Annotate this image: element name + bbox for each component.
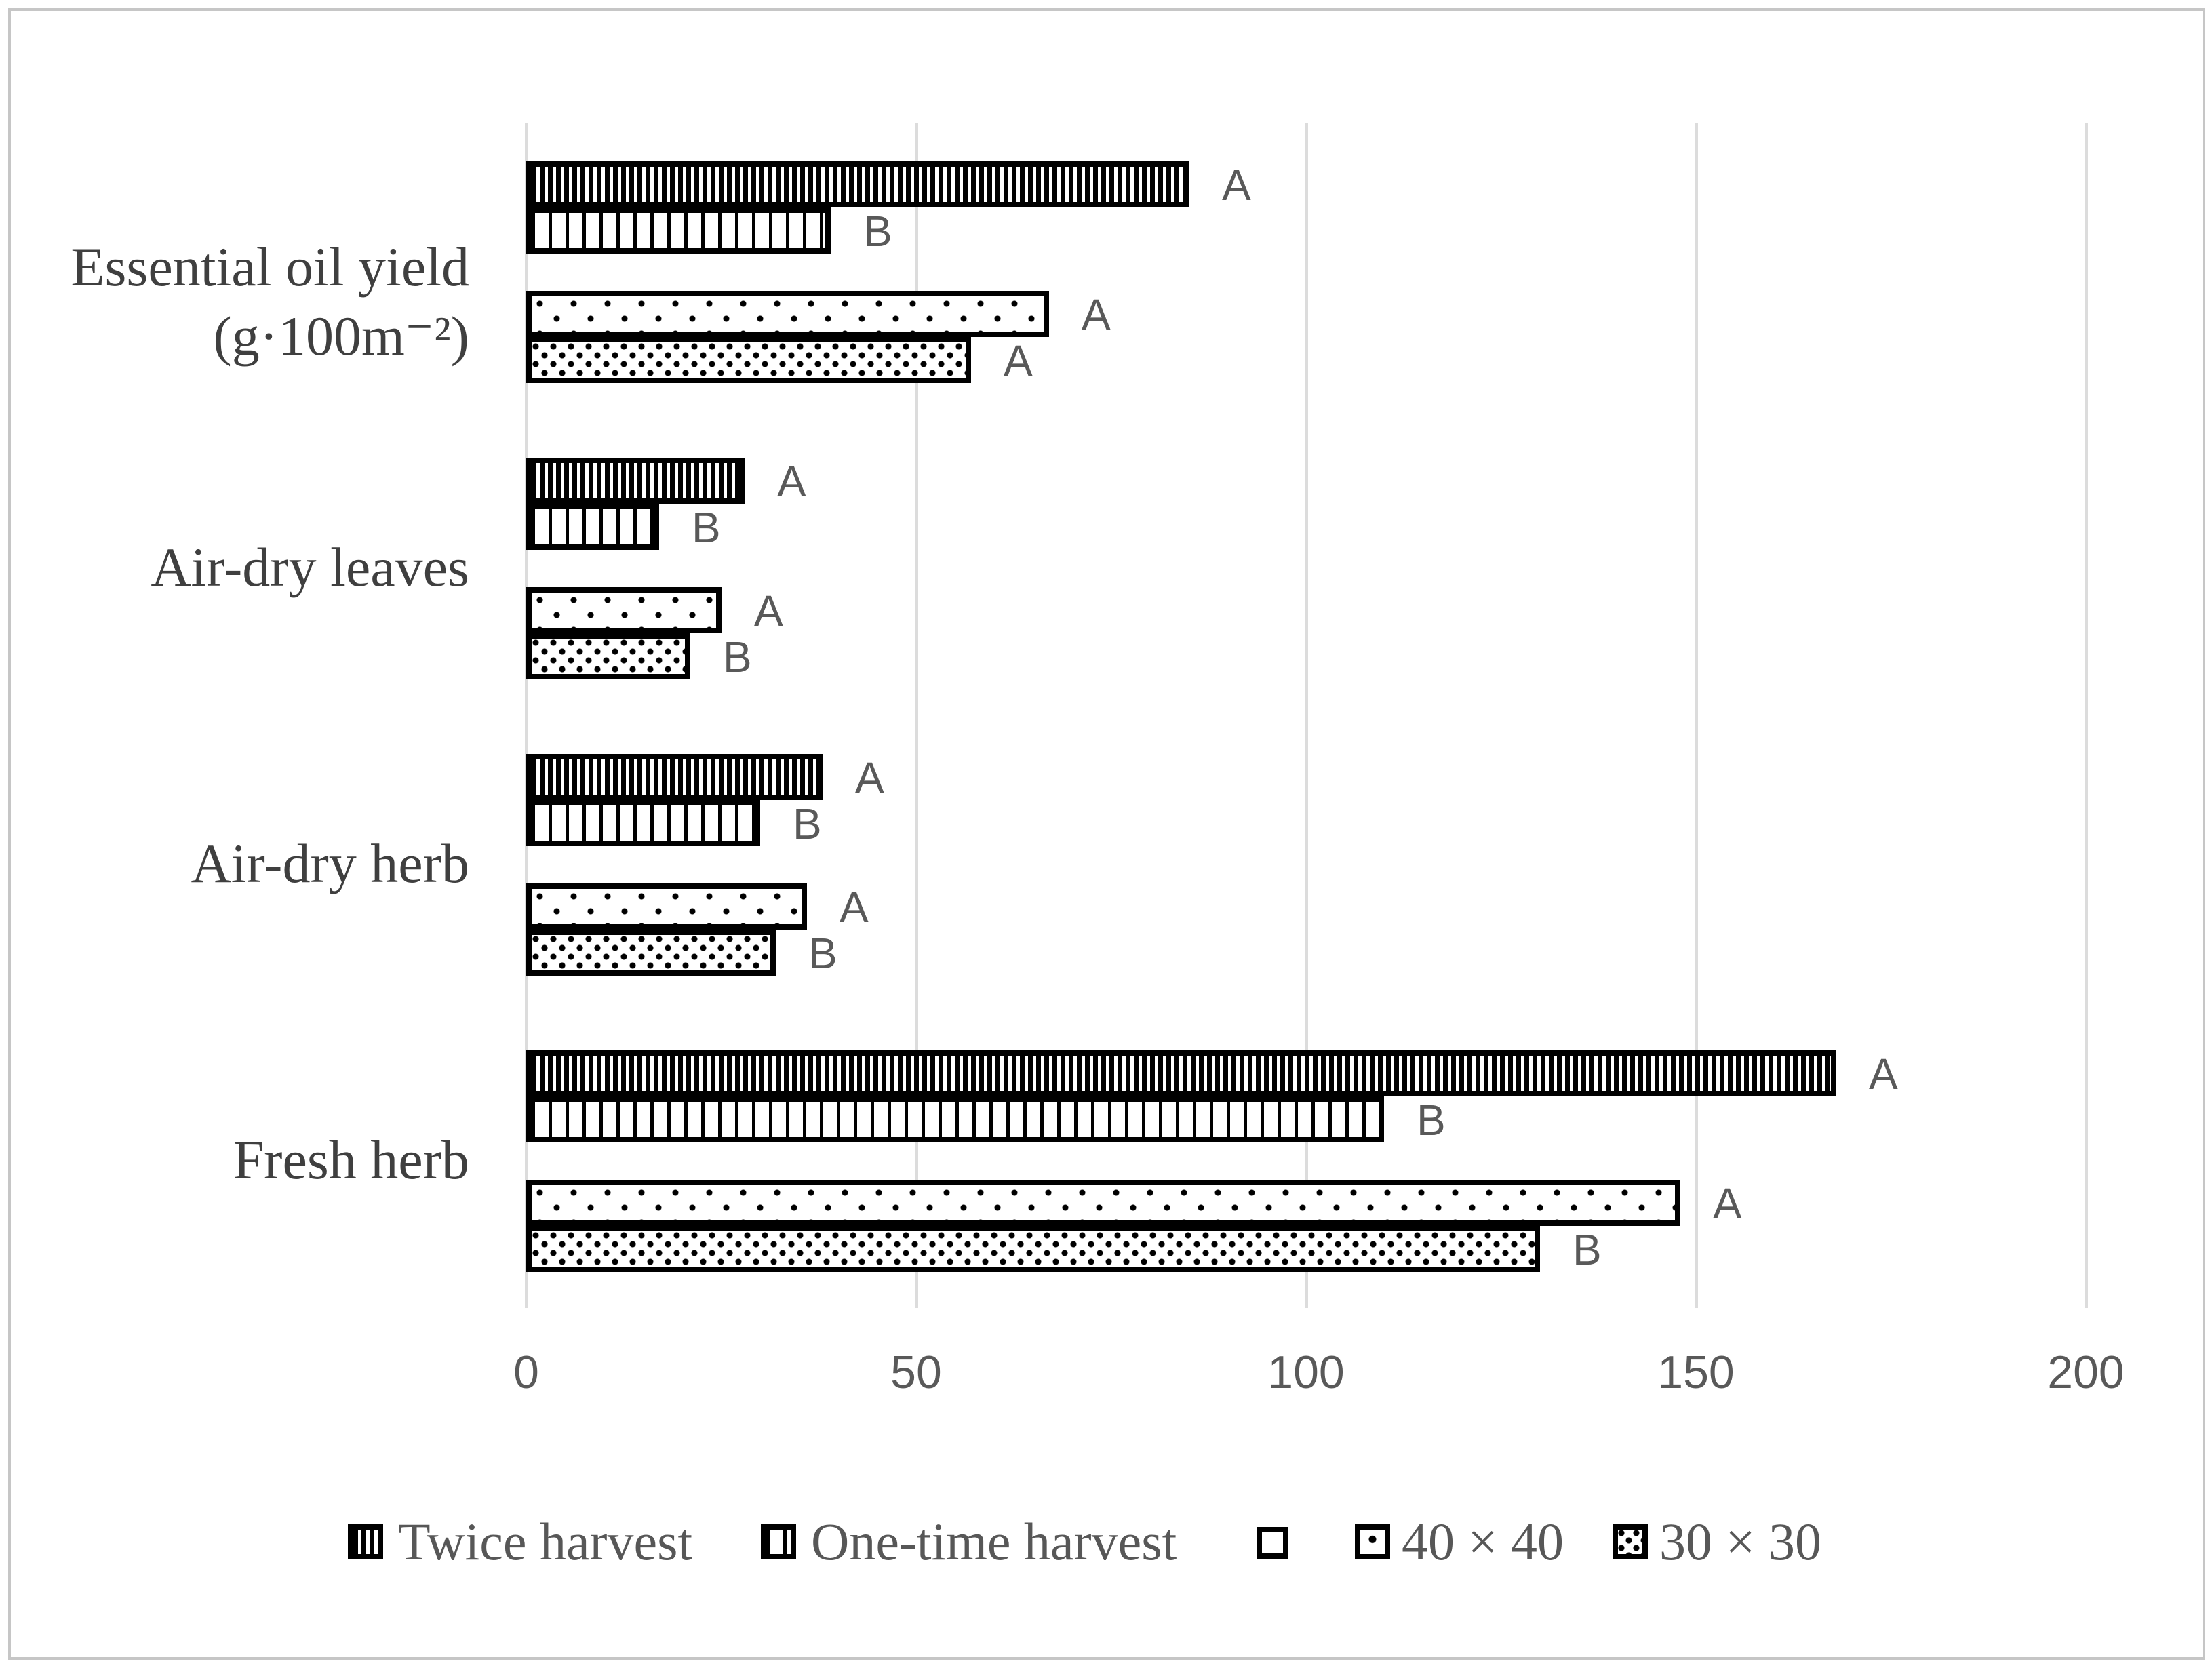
gridline-0 [525,123,528,1308]
significance-letter: A [840,883,869,932]
chart-border [8,8,2205,1660]
significance-letter: A [1869,1050,1898,1098]
gridline-200 [2085,123,2088,1308]
significance-letter: B [692,503,721,552]
category-label: Fresh herb [54,1126,469,1195]
bar [526,1050,1836,1096]
significance-letter: B [1573,1225,1602,1274]
significance-letter: A [1004,336,1033,385]
significance-letter: A [1713,1179,1742,1228]
gridline-150 [1695,123,1698,1308]
significance-letter: A [855,753,884,802]
legend-swatch [761,1524,796,1559]
category-label: Air-dry leaves [54,533,469,602]
bar [526,1226,1540,1272]
legend-swatch [348,1524,383,1559]
legend-label: One-time harvest [811,1512,1177,1571]
bar [526,587,722,633]
bar [526,458,745,504]
category-label-line: Fresh herb [233,1129,469,1191]
significance-letter: B [1417,1096,1446,1144]
significance-letter: B [723,633,752,681]
bar [526,504,659,550]
legend-label: 30 × 30 [1659,1512,1821,1571]
bar [526,161,1189,207]
gridline-50 [915,123,918,1308]
significance-letter: B [863,207,892,256]
category-label: Air-dry herb [54,829,469,898]
bar [526,1096,1384,1142]
bar [526,930,776,976]
bar [526,883,807,930]
legend-swatch-unlabeled [1257,1527,1288,1559]
legend-label: Twice harvest [398,1512,693,1571]
legend-label: 40 × 40 [1402,1512,1564,1571]
significance-letter: A [754,586,783,635]
legend-swatch [1355,1524,1390,1559]
bar [526,291,1049,337]
bar [526,337,971,383]
category-label-line: Air-dry herb [191,833,469,894]
category-label-line: Air-dry leaves [151,536,469,598]
significance-letter: A [777,457,806,506]
significance-letter: B [808,929,837,978]
x-tick-label: 50 [890,1347,942,1398]
bar [526,800,760,846]
significance-letter: A [1082,290,1111,339]
category-label-line: (g·100m⁻²) [213,305,469,367]
gridline-100 [1305,123,1308,1308]
significance-letter: A [1222,161,1251,210]
x-tick-label: 200 [2047,1347,2125,1398]
legend-swatch [1613,1524,1648,1559]
bar [526,754,823,800]
x-tick-label: 150 [1657,1347,1735,1398]
x-tick-label: 100 [1267,1347,1345,1398]
category-label: Essential oil yield (g·100m⁻²) [54,233,469,371]
bar [526,1180,1680,1226]
x-tick-label: 0 [513,1347,539,1398]
significance-letter: B [793,799,822,848]
bar [526,207,831,254]
category-label-line: Essential oil yield [71,236,469,298]
bar [526,633,690,679]
